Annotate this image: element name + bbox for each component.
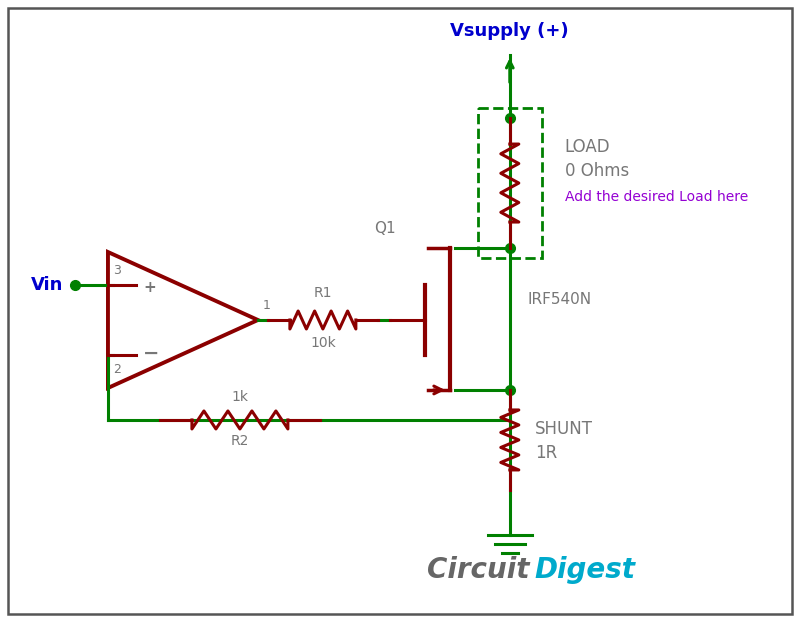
Text: +: + xyxy=(143,279,156,294)
Text: 1k: 1k xyxy=(231,390,249,404)
Text: R1: R1 xyxy=(314,286,332,300)
Text: IRF540N: IRF540N xyxy=(528,292,592,307)
Text: LOAD: LOAD xyxy=(565,138,610,156)
Text: 3: 3 xyxy=(113,264,121,277)
Text: 0 Ohms: 0 Ohms xyxy=(565,162,629,180)
Text: Q1: Q1 xyxy=(374,221,396,236)
Text: Circuit: Circuit xyxy=(427,556,530,584)
Bar xyxy=(478,108,542,258)
Text: 2: 2 xyxy=(113,363,121,376)
Text: 1R: 1R xyxy=(534,444,557,462)
Text: SHUNT: SHUNT xyxy=(534,420,593,438)
Text: Vsupply (+): Vsupply (+) xyxy=(450,22,569,40)
Text: −: − xyxy=(143,343,159,363)
Text: Vin: Vin xyxy=(30,276,63,294)
Text: R2: R2 xyxy=(230,434,249,448)
Text: Add the desired Load here: Add the desired Load here xyxy=(565,190,748,204)
Text: 10k: 10k xyxy=(310,336,336,350)
Text: Digest: Digest xyxy=(534,556,636,584)
Text: 1: 1 xyxy=(263,299,270,312)
